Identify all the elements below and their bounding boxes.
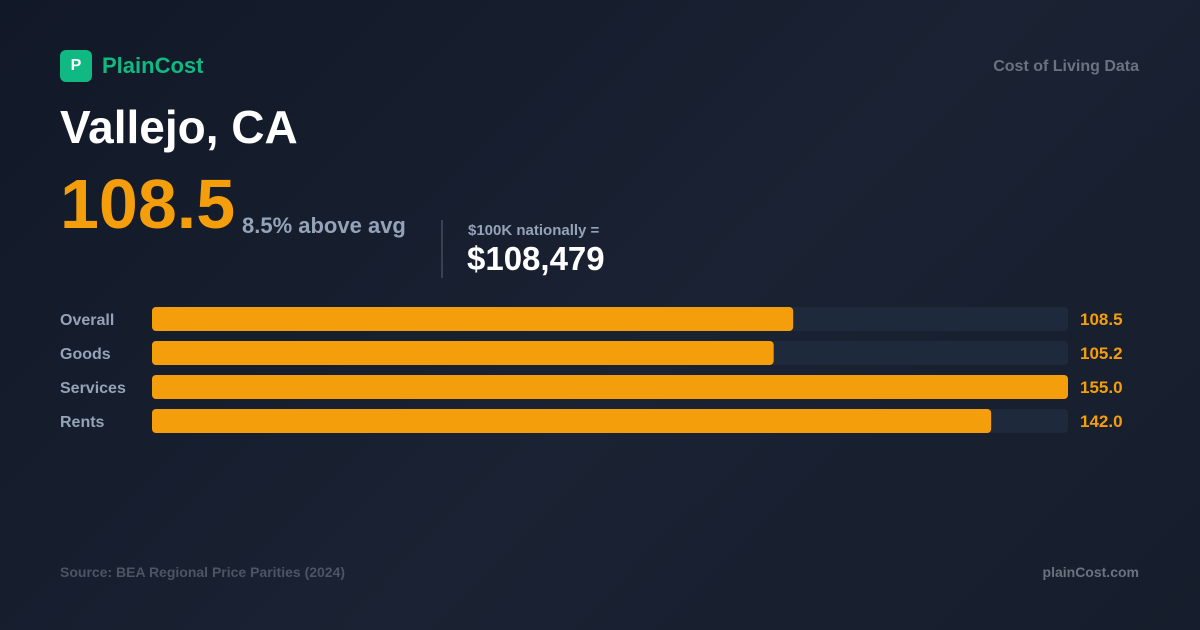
bar-goods: [152, 341, 774, 365]
bar-label-goods: Goods: [60, 346, 111, 363]
bar-label-rents: Rents: [60, 414, 105, 431]
site-url: plainCost.com: [1042, 564, 1139, 580]
bar-overall: [152, 307, 794, 331]
bar-rents: [152, 409, 992, 433]
bar-value-goods: 105.2: [1080, 344, 1123, 363]
brand: P PlainCost: [60, 50, 203, 82]
bar-services: [152, 375, 1068, 399]
comparison-text: 8.5% above avg: [242, 213, 406, 238]
bar-value-rents: 142.0: [1080, 412, 1123, 431]
divider: [441, 220, 443, 278]
equivalent-value: $108,479: [467, 240, 605, 277]
bar-value-services: 155.0: [1080, 378, 1123, 397]
logo-icon: P: [60, 50, 92, 82]
tagline: Cost of Living Data: [993, 58, 1139, 75]
brand-name: PlainCost: [102, 53, 204, 78]
index-value: 108.5: [60, 165, 236, 243]
bar-label-overall: Overall: [60, 312, 114, 329]
city-title: Vallejo, CA: [60, 101, 298, 153]
equivalent-label: $100K nationally =: [468, 222, 600, 239]
bar-value-overall: 108.5: [1080, 310, 1123, 329]
bar-label-services: Services: [60, 380, 126, 397]
source-note: Source: BEA Regional Price Parities (202…: [60, 564, 346, 580]
